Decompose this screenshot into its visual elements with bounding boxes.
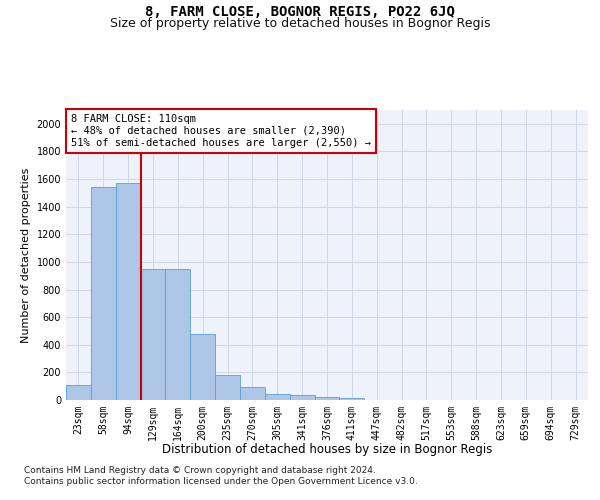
Bar — [314, 396, 340, 400]
Text: Distribution of detached houses by size in Bognor Regis: Distribution of detached houses by size … — [162, 442, 492, 456]
Bar — [290, 395, 314, 400]
Bar — [265, 394, 290, 400]
Y-axis label: Number of detached properties: Number of detached properties — [21, 168, 31, 342]
Text: Contains HM Land Registry data © Crown copyright and database right 2024.: Contains HM Land Registry data © Crown c… — [24, 466, 376, 475]
Bar — [140, 269, 166, 400]
Text: 8, FARM CLOSE, BOGNOR REGIS, PO22 6JQ: 8, FARM CLOSE, BOGNOR REGIS, PO22 6JQ — [145, 5, 455, 19]
Text: 8 FARM CLOSE: 110sqm
← 48% of detached houses are smaller (2,390)
51% of semi-de: 8 FARM CLOSE: 110sqm ← 48% of detached h… — [71, 114, 371, 148]
Bar — [215, 375, 240, 400]
Text: Contains public sector information licensed under the Open Government Licence v3: Contains public sector information licen… — [24, 477, 418, 486]
Text: Size of property relative to detached houses in Bognor Regis: Size of property relative to detached ho… — [110, 18, 490, 30]
Bar — [91, 188, 116, 400]
Bar — [240, 387, 265, 400]
Bar — [166, 269, 190, 400]
Bar — [340, 398, 364, 400]
Bar — [116, 182, 140, 400]
Bar — [190, 334, 215, 400]
Bar — [66, 385, 91, 400]
